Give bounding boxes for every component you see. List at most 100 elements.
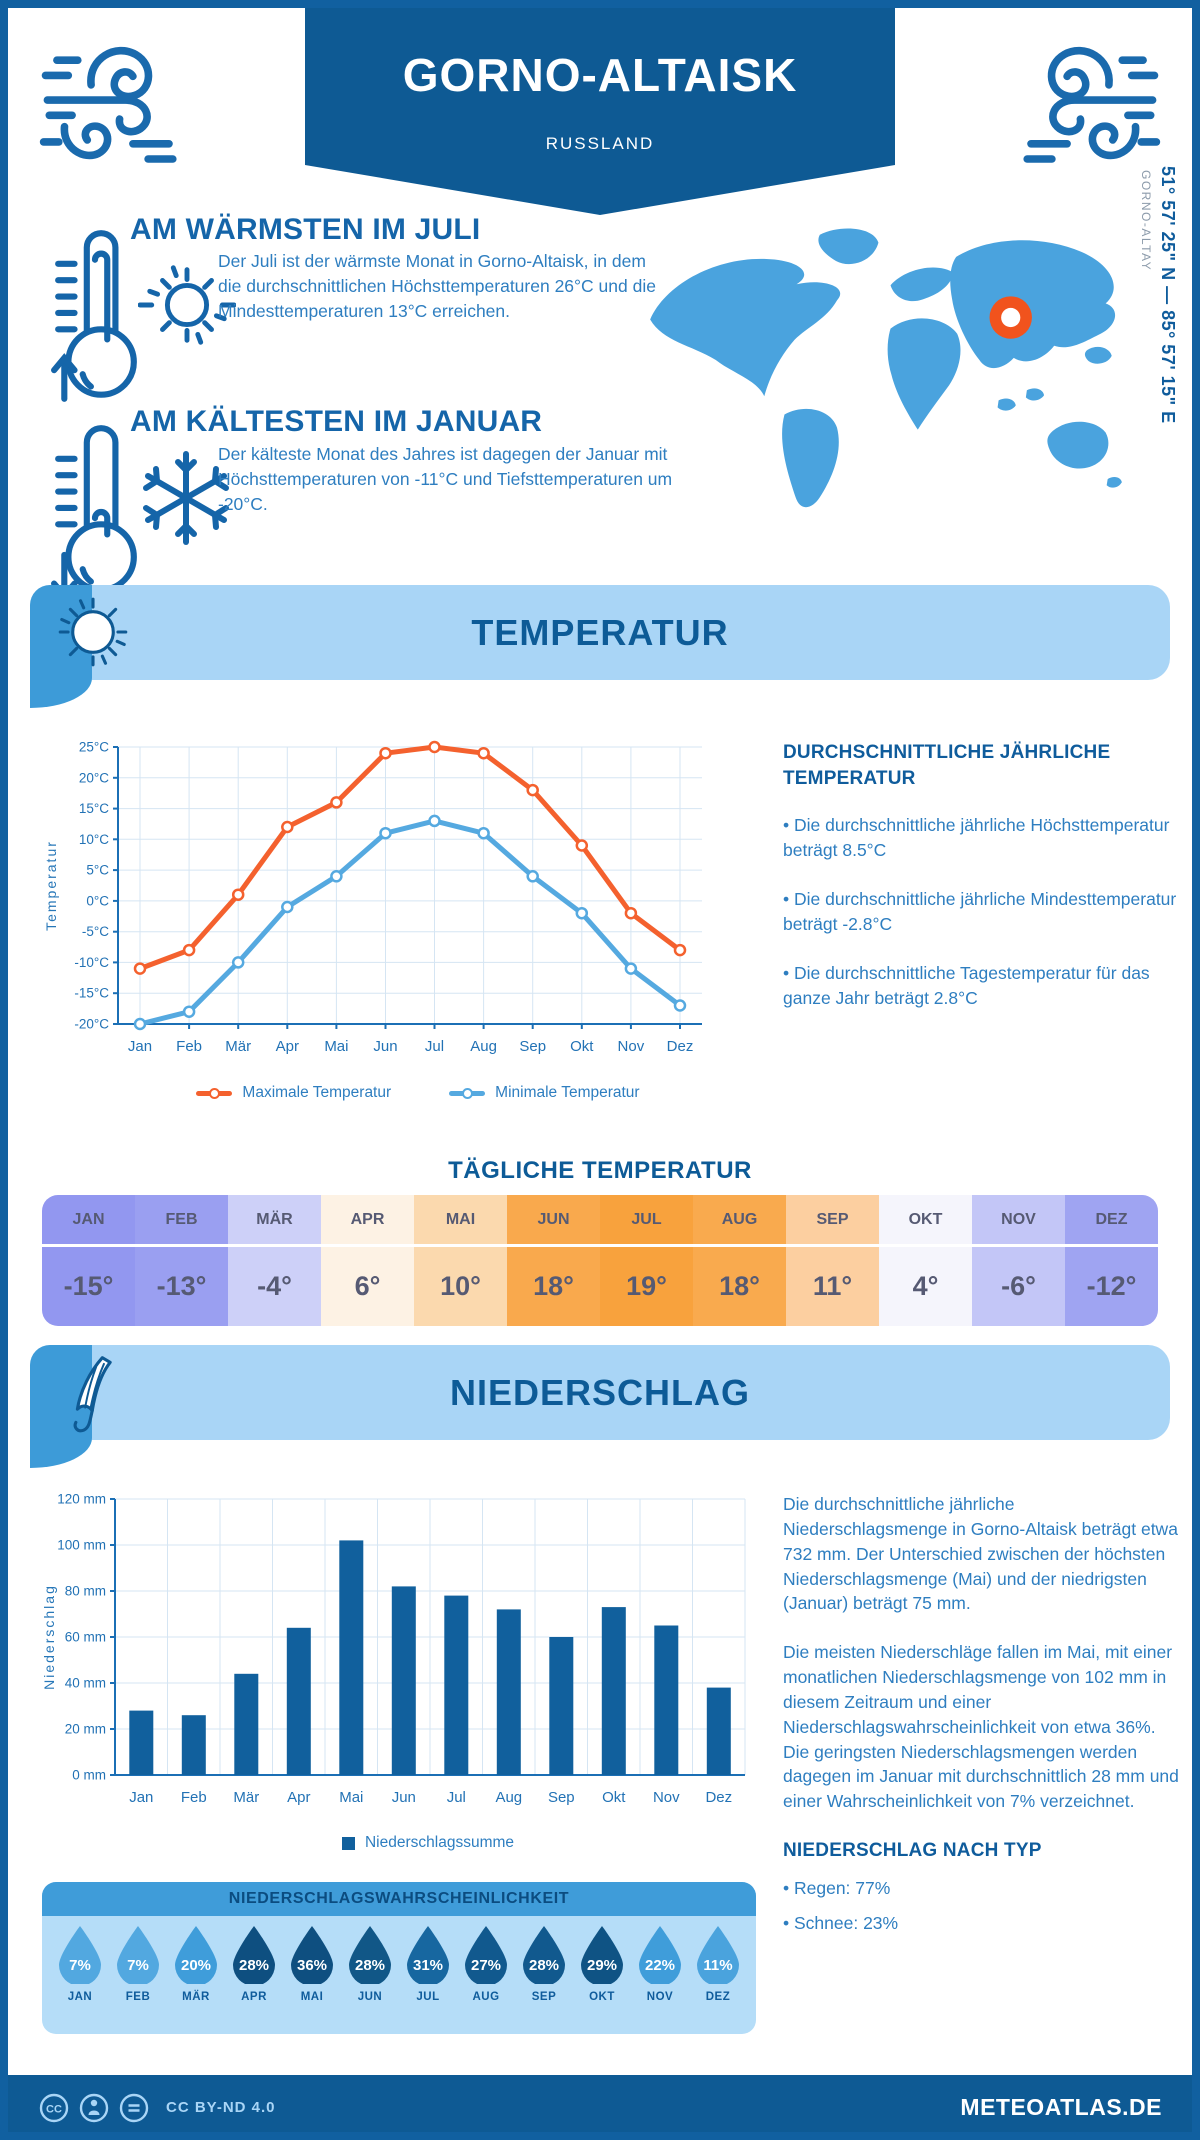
svg-text:20 mm: 20 mm	[65, 1722, 106, 1737]
data-point	[575, 906, 589, 920]
droplet-icon: 28%	[523, 1926, 565, 1986]
bar-Nov	[654, 1625, 679, 1775]
droplet-month-label: SEP	[531, 1991, 557, 2003]
data-point	[281, 820, 294, 834]
data-point	[182, 943, 196, 957]
region-label: GORNO-ALTAY	[1139, 170, 1153, 272]
sun-filled-icon	[54, 593, 132, 677]
svg-text:Mai: Mai	[339, 1789, 363, 1806]
wind-icon	[1012, 26, 1164, 178]
droplet-icon: 28%	[349, 1926, 391, 1986]
bar-Jan	[129, 1710, 154, 1775]
daily-temp-col-MAI: MAI 10°	[414, 1195, 507, 1326]
daily-temp-value: -15°	[63, 1271, 114, 1301]
svg-text:7%: 7%	[69, 1957, 91, 1974]
probability-droplets-row: 7% JAN 7% FEB 20% MÄR 28% APR	[42, 1916, 756, 2003]
svg-text:22%: 22%	[645, 1957, 675, 1974]
max-temp-swatch	[196, 1087, 233, 1099]
thermometer-down-icon	[50, 420, 142, 602]
snowflake-icon	[136, 448, 236, 548]
daily-temp-month: NOV	[972, 1195, 1065, 1247]
svg-text:0°C: 0°C	[86, 893, 109, 908]
legend-precip-label: Niederschlagssumme	[364, 1834, 515, 1851]
daily-temp-value: -6°	[1001, 1271, 1036, 1301]
data-point	[231, 956, 245, 969]
precipitation-chart-canvas: 120 mm 100 mm 80 mm 60 mm 40 mm 20 mm 0 mm Jan F…	[38, 1485, 758, 1822]
temperature-section-banner: TEMPERATUR	[30, 585, 1170, 708]
daily-temp-value: 4°	[912, 1271, 939, 1301]
svg-text:Mär: Mär	[233, 1789, 259, 1806]
precipitation-section-banner: NIEDERSCHLAG	[30, 1345, 1170, 1468]
droplet-month-label: AUG	[472, 1991, 500, 2003]
droplet-month-label: JUL	[416, 1991, 440, 2003]
daily-temp-month: OKT	[879, 1195, 972, 1247]
svg-text:20%: 20%	[181, 1957, 211, 1974]
daily-temp-value: -4°	[257, 1271, 292, 1301]
cc-by-person-icon	[79, 2093, 109, 2122]
legend-max-temp: Maximale Temperatur	[196, 1084, 391, 1102]
daily-temp-col-MÄR: MÄR -4°	[228, 1195, 321, 1326]
droplet-icon: 20%	[175, 1926, 217, 1986]
daily-temp-month: DEZ	[1065, 1195, 1158, 1247]
daily-temp-month: MÄR	[228, 1195, 321, 1247]
country-subtitle: RUSSLAND	[545, 134, 655, 153]
bar-Okt	[601, 1607, 626, 1775]
annual-bullet: • Die durchschnittliche jährliche Höchst…	[783, 815, 1170, 861]
probability-droplet-OKT: 29% OKT	[576, 1924, 628, 2003]
svg-text:Nov: Nov	[653, 1789, 680, 1806]
legend-min-temp: Minimale Temperatur	[449, 1084, 640, 1102]
precipitation-probability-panel: NIEDERSCHLAGSWAHRSCHEINLICHKEIT 7% JAN 7…	[42, 1882, 756, 2034]
precip-type-heading: NIEDERSCHLAG NACH TYP	[783, 1840, 1042, 1862]
daily-temp-month: JUL	[600, 1195, 693, 1247]
droplet-icon: 11%	[697, 1926, 739, 1986]
bar-Dez	[706, 1687, 731, 1775]
daily-temp-value: 18°	[533, 1271, 574, 1301]
daily-temp-value: 6°	[354, 1271, 381, 1301]
svg-text:Aug: Aug	[495, 1789, 522, 1806]
data-point	[281, 900, 294, 914]
svg-text:Okt: Okt	[570, 1038, 594, 1055]
probability-droplet-JUN: 28% JUN	[344, 1924, 396, 2003]
temperature-section-title: TEMPERATUR	[471, 612, 729, 653]
svg-text:7%: 7%	[127, 1957, 149, 1974]
daily-temp-month: MAI	[414, 1195, 507, 1247]
svg-text:Sep: Sep	[548, 1789, 575, 1806]
data-point	[133, 962, 147, 975]
header-banner: GORNO-ALTAISK RUSSLAND	[305, 8, 895, 215]
svg-text:28%: 28%	[529, 1957, 559, 1974]
data-point	[330, 870, 343, 883]
droplet-icon: 31%	[407, 1926, 449, 1986]
daily-temp-value: 19°	[626, 1271, 667, 1301]
probability-droplet-JAN: 7% JAN	[54, 1924, 106, 2003]
svg-text:11%: 11%	[703, 1957, 732, 1974]
bar-Aug	[496, 1609, 521, 1775]
probability-droplet-JUL: 31% JUL	[402, 1924, 454, 2003]
data-point	[477, 746, 490, 760]
svg-text:28%: 28%	[355, 1957, 385, 1974]
svg-text:31%: 31%	[413, 1957, 443, 1974]
series-Maximale Temperatur	[139, 744, 682, 971]
precipitation-paragraph-2: Die meisten Niederschläge fallen im Mai,…	[783, 1642, 1179, 1812]
probability-droplet-DEZ: 11% DEZ	[692, 1924, 744, 2003]
probability-droplet-APR: 28% APR	[228, 1924, 280, 2003]
svg-text:Mai: Mai	[324, 1038, 348, 1055]
bar-Apr	[286, 1627, 311, 1775]
cc-license-icons: CC CC BY-ND 4.0	[38, 2092, 276, 2124]
droplet-month-label: NOV	[646, 1991, 674, 2003]
droplet-month-label: APR	[241, 1991, 267, 2003]
temperature-line-chart-svg: 25°C 20°C 15°C 10°C 5°C 0°C -5°C -10°C -15°C -20°…	[43, 740, 702, 1055]
precipitation-chart-legend: Niederschlagssumme	[68, 1834, 788, 1852]
coordinates-block: GORNO-ALTAY 51° 57' 25" N — 85° 57' 15" …	[1139, 166, 1178, 424]
annual-temperature-panel: DURCHSCHNITTLICHE JÄHRLICHE TEMPERATUR •…	[783, 740, 1183, 1034]
daily-temperature-title: TÄGLICHE TEMPERATUR	[448, 1157, 752, 1184]
probability-droplet-SEP: 28% SEP	[518, 1924, 570, 2003]
annual-temperature-heading: DURCHSCHNITTLICHE JÄHRLICHE TEMPERATUR	[783, 742, 1111, 789]
svg-text:CC: CC	[46, 2103, 62, 2115]
data-point	[624, 962, 638, 975]
thermometer-up-icon	[50, 225, 142, 407]
droplet-month-label: MÄR	[182, 1991, 210, 2003]
droplet-month-label: JUN	[357, 1991, 383, 2003]
svg-text:10°C: 10°C	[79, 832, 109, 847]
daily-temp-col-APR: APR 6°	[321, 1195, 414, 1326]
